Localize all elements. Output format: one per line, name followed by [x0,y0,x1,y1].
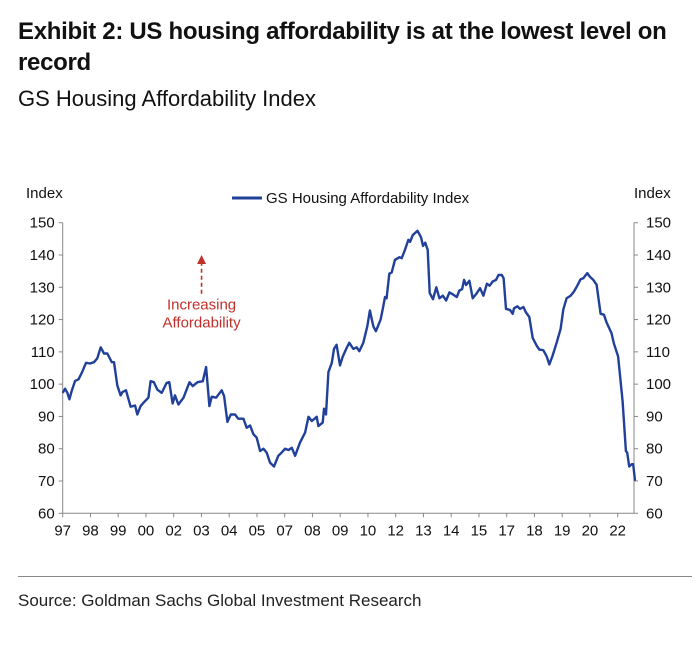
left-y-tick-label: 100 [30,376,55,393]
legend: GS Housing Affordability Index [232,190,470,207]
legend-label: GS Housing Affordability Index [266,190,470,207]
left-y-tick-label: 140 [30,247,55,264]
right-y-tick-label: 150 [646,215,671,232]
x-tick-label: 17 [498,522,515,539]
annotation-arrow-head [197,254,207,264]
right-y-tick-label: 90 [646,408,663,425]
annotation-text-line2: Affordability [163,315,242,332]
left-y-tick-label: 80 [38,441,55,458]
right-y-tick-label: 70 [646,473,663,490]
left-y-tick-label: 150 [30,215,55,232]
right-y-tick-label: 140 [646,247,671,264]
x-tick-label: 07 [276,522,293,539]
left-y-tick-label: 130 [30,279,55,296]
x-tick-label: 22 [609,522,626,539]
left-y-tick-label: 110 [31,344,55,361]
x-tick-label: 02 [165,522,182,539]
source-note: Source: Goldman Sachs Global Investment … [18,591,422,610]
x-tick-label: 14 [443,522,460,539]
x-tick-label: 09 [332,522,349,539]
x-tick-label: 98 [82,522,99,539]
annotation-text-line1: Increasing [167,297,236,314]
left-axis-label: Index [26,185,63,202]
x-tick-label: 15 [471,522,488,539]
chart-subtitle: GS Housing Affordability Index [18,86,316,111]
left-y-tick-label: 120 [30,312,55,329]
x-tick-label: 04 [221,522,238,539]
x-tick-label: 05 [249,522,266,539]
x-tick-label: 00 [138,522,155,539]
left-y-tick-label: 60 [38,505,55,522]
right-y-tick-label: 60 [646,505,663,522]
right-y-tick-label: 80 [646,441,663,458]
right-y-tick-label: 100 [646,376,671,393]
x-tick-label: 12 [387,522,404,539]
x-tick-label: 99 [110,522,127,539]
left-y-tick-label: 90 [38,408,55,425]
annotation: Increasing Affordability [163,254,242,332]
x-tick-label: 10 [360,522,377,539]
left-y-tick-label: 70 [38,473,55,490]
exhibit-title: Exhibit 2: US housing affordability is a… [18,18,667,76]
footer-divider [18,576,692,577]
x-tick-label: 18 [526,522,543,539]
right-y-tick-label: 130 [646,279,671,296]
x-tick-label: 08 [304,522,321,539]
x-tick-label: 13 [415,522,432,539]
x-tick-label: 19 [554,522,571,539]
x-tick-label: 03 [193,522,210,539]
x-tick-label: 20 [582,522,599,539]
right-axis-label: Index [634,185,671,202]
right-y-tick-label: 110 [646,344,670,361]
series-line-gs-housing-affordability-index [61,229,637,481]
x-tick-label: 97 [54,522,71,539]
right-y-tick-label: 120 [646,312,671,329]
